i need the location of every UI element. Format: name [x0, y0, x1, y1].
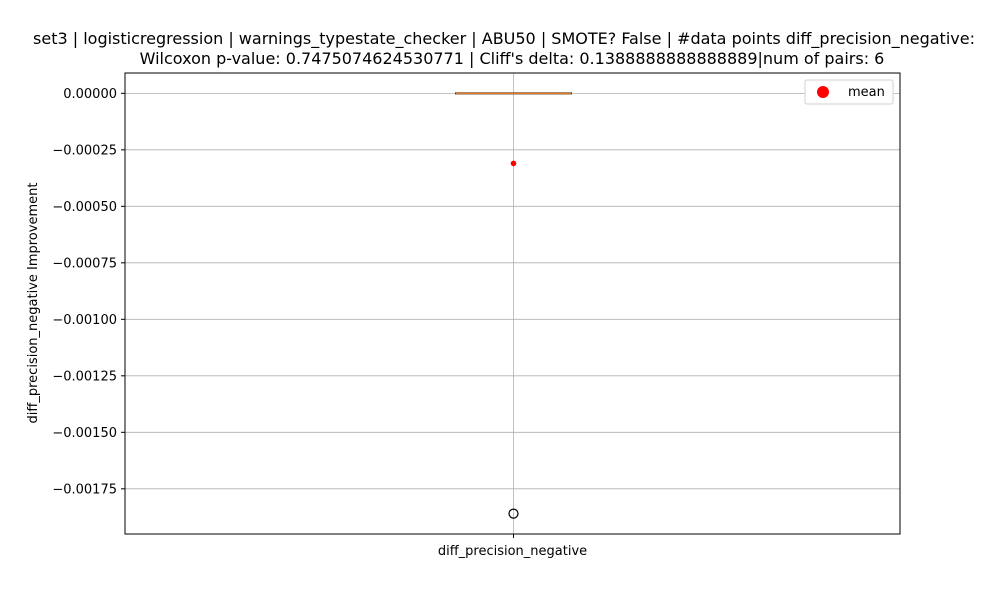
plot-frame: [124, 72, 901, 535]
y-tick-label: −0.00125: [52, 369, 117, 384]
y-tick-label: −0.00175: [52, 482, 117, 497]
chart-title-line-2: Wilcoxon p-value: 0.7475074624530771 | C…: [140, 49, 885, 68]
y-tick-label: −0.00075: [52, 256, 117, 271]
y-tick-label: −0.00100: [52, 313, 117, 328]
y-axis-label: diff_precision_negative Improvement: [26, 183, 41, 424]
y-tick-layer: 0.00000 −0.00025 −0.00050 −0.00075 −0.00100 −…: [52, 87, 125, 497]
y-tick-label: −0.00150: [52, 426, 117, 441]
y-tick-label: −0.00050: [52, 200, 117, 215]
legend-box: [804, 79, 894, 105]
legend-mean-label: mean: [848, 85, 885, 100]
y-tick-label: 0.00000: [63, 87, 117, 102]
outlier-point: [508, 508, 519, 519]
x-tick-label: diff_precision_negative: [438, 544, 587, 559]
chart-title-line-1: set3 | logisticregression | warnings_typ…: [33, 29, 975, 49]
mean-point: [510, 160, 517, 167]
y-tick-label: −0.00025: [52, 143, 117, 158]
legend-mean-marker: [817, 86, 829, 98]
x-tick-layer: diff_precision_negative: [438, 534, 587, 559]
grid-layer: [125, 73, 900, 534]
box-layer: [455, 92, 572, 519]
legend: mean: [804, 79, 894, 105]
